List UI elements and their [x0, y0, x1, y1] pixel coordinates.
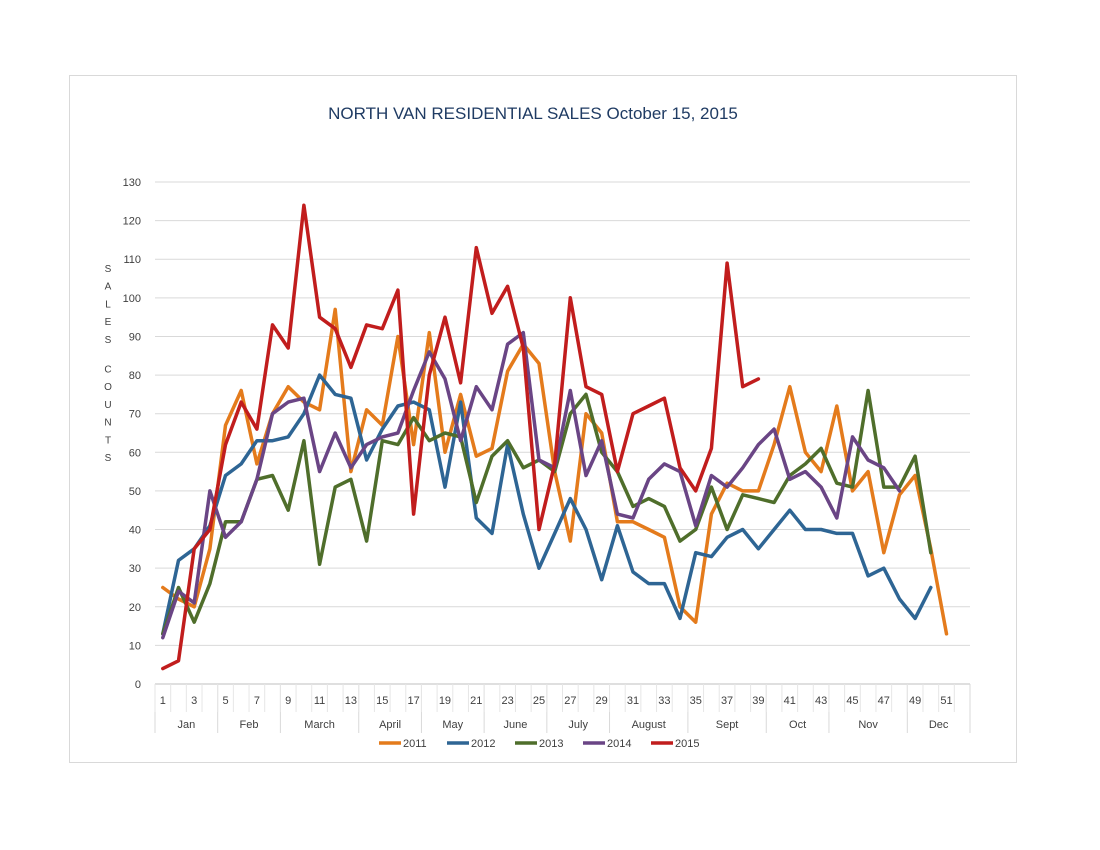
- y-tick-label: 60: [129, 447, 141, 459]
- x-tick-label: 15: [376, 695, 388, 707]
- y-axis: 0 10 20 30 40 50 60 70 80 90 100 110 120 130: [123, 177, 141, 691]
- y-tick-label: 100: [123, 293, 141, 305]
- chart-title: NORTH VAN RESIDENTIAL SALES October 15, …: [328, 104, 738, 123]
- y-tick-label: 130: [123, 177, 141, 189]
- y-label-char: S: [105, 453, 112, 464]
- y-tick-label: 50: [129, 486, 141, 498]
- month-label: Oct: [789, 719, 806, 731]
- month-label: July: [568, 719, 588, 731]
- x-tick-label: 41: [784, 695, 796, 707]
- x-tick-label: 47: [878, 695, 890, 707]
- y-label-char: O: [104, 382, 112, 393]
- y-label-char: S: [105, 335, 112, 346]
- x-tick-label: 49: [909, 695, 921, 707]
- x-tick-label: 1: [160, 695, 166, 707]
- y-label-char: C: [104, 365, 111, 376]
- series-line-2012: [161, 373, 933, 636]
- x-tick-label: 19: [439, 695, 451, 707]
- x-tick-label: 29: [596, 695, 608, 707]
- y-label-char: T: [105, 435, 111, 446]
- chart-frame: NORTH VAN RESIDENTIAL SALES October 15, …: [69, 75, 1017, 763]
- y-tick-label: 40: [129, 525, 141, 537]
- x-tick-label: 13: [345, 695, 357, 707]
- x-tick-label: 11: [314, 695, 325, 707]
- x-tick-label: 9: [285, 695, 291, 707]
- y-label-char: U: [104, 400, 111, 411]
- x-tick-label: 21: [470, 695, 482, 707]
- x-tick-label: 7: [254, 695, 260, 707]
- legend-label-2014: 2014: [607, 738, 631, 750]
- series-layer: [161, 203, 949, 671]
- y-tick-label: 20: [129, 602, 141, 614]
- y-tick-label: 70: [129, 409, 141, 421]
- month-label: Nov: [858, 719, 878, 731]
- y-tick-label: 110: [123, 254, 141, 266]
- month-label: Sept: [716, 719, 739, 731]
- legend-label-2013: 2013: [539, 738, 563, 750]
- y-label-char: L: [105, 299, 111, 310]
- legend: 2011 2012 2013 2014 2015: [379, 738, 699, 750]
- y-tick-label: 10: [129, 640, 141, 652]
- x-tick-label: 3: [191, 695, 197, 707]
- x-tick-label: 37: [721, 695, 733, 707]
- x-tick-label: 25: [533, 695, 545, 707]
- y-label-char: N: [104, 418, 111, 429]
- y-tick-label: 30: [129, 563, 141, 575]
- y-tick-label: 120: [123, 216, 141, 228]
- x-tick-label: 31: [627, 695, 639, 707]
- x-tick-label: 23: [502, 695, 514, 707]
- chart-svg: NORTH VAN RESIDENTIAL SALES October 15, …: [104, 104, 971, 750]
- month-label: Dec: [929, 719, 949, 731]
- series-line-2014: [161, 330, 902, 640]
- y-label-char: A: [105, 282, 112, 293]
- x-tick-label: 39: [752, 695, 764, 707]
- month-label: April: [379, 719, 401, 731]
- month-label: Feb: [240, 719, 259, 731]
- month-label: May: [442, 719, 463, 731]
- legend-label-2015: 2015: [675, 738, 699, 750]
- month-label: June: [504, 719, 528, 731]
- month-label: March: [304, 719, 335, 731]
- y-tick-label: 80: [129, 370, 141, 382]
- legend-label-2012: 2012: [471, 738, 495, 750]
- x-tick-label: 35: [690, 695, 702, 707]
- y-label-char: E: [105, 317, 112, 328]
- month-label: Jan: [177, 719, 195, 731]
- x-tick-label: 5: [222, 695, 228, 707]
- x-tick-label: 51: [940, 695, 952, 707]
- series-line-2015: [161, 203, 761, 671]
- x-tick-label: 45: [846, 695, 858, 707]
- x-tick-label: 27: [564, 695, 576, 707]
- legend-label-2011: 2011: [403, 738, 427, 750]
- x-axis: 1 3 5 7 9 11 13 15 17 19 21 23 25 27 29 31 33 35 37 39 41 43 4…: [154, 683, 971, 733]
- month-label: August: [632, 719, 666, 731]
- y-tick-label: 90: [129, 331, 141, 343]
- x-tick-label: 33: [658, 695, 670, 707]
- x-tick-label: 43: [815, 695, 827, 707]
- y-tick-label: 0: [135, 679, 141, 691]
- x-tick-label: 17: [407, 695, 419, 707]
- y-label-char: S: [105, 264, 112, 275]
